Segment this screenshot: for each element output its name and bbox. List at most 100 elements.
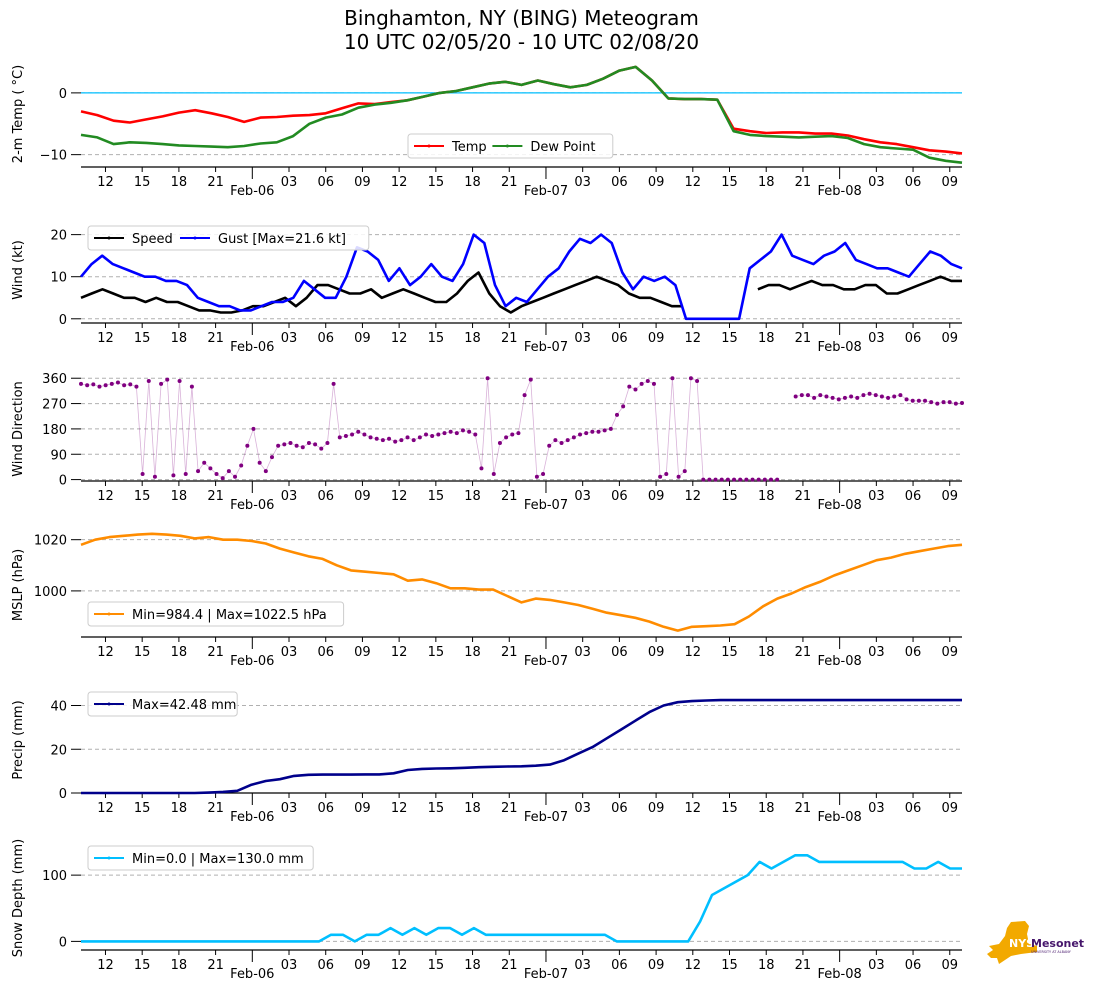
- data-point-direction: [214, 471, 219, 476]
- data-point-direction: [251, 426, 256, 431]
- data-point-direction: [202, 460, 207, 465]
- data-point-direction: [818, 393, 823, 398]
- x-tick-label-wind: 18: [464, 331, 481, 346]
- data-point-direction: [183, 471, 188, 476]
- data-point-direction: [146, 379, 151, 384]
- x-tick-label-temp: 12: [685, 175, 702, 190]
- x-tick-label-snow: Feb-08: [818, 967, 862, 982]
- legend-item: Dew Point: [492, 140, 595, 155]
- data-point-direction: [830, 395, 835, 400]
- data-point-direction: [79, 381, 83, 386]
- x-tick-label-precip: 12: [685, 801, 702, 816]
- data-point-direction: [750, 477, 755, 482]
- y-tick-label-direction: 180: [42, 423, 67, 438]
- x-tick-label-snow: 15: [428, 958, 445, 973]
- series-snow-min-0-0-max-130-0-mm: [81, 854, 962, 943]
- legend-marker: [427, 144, 431, 148]
- x-tick-label-mslp: Feb-08: [818, 654, 862, 669]
- x-tick-label-snow: 03: [574, 958, 591, 973]
- data-point-direction: [171, 473, 176, 478]
- x-tick-label-wind: 06: [317, 331, 334, 346]
- data-point-direction: [159, 381, 164, 386]
- y-tick-label-temp: 0: [59, 87, 67, 102]
- nys-mesonet-logo: NYS Mesonet UNIVERSITY AT ALBANY: [987, 921, 1084, 964]
- data-point-direction: [473, 432, 478, 437]
- x-tick-label-wind: 03: [868, 331, 885, 346]
- legend-box: [87, 225, 370, 251]
- data-point-direction: [313, 442, 318, 447]
- data-point-direction: [510, 432, 515, 437]
- data-point-direction: [824, 394, 829, 399]
- x-tick-label-direction: 06: [611, 489, 628, 504]
- data-point-direction: [233, 474, 238, 479]
- data-point-direction: [658, 474, 663, 479]
- data-point-direction: [239, 463, 244, 468]
- x-tick-label-wind: 15: [428, 331, 445, 346]
- data-point-direction: [528, 377, 533, 382]
- legend-wind: Speed Gust [Max=21.6 kt]: [87, 225, 370, 251]
- x-tick-label-precip: 21: [795, 801, 812, 816]
- x-tick-label-precip: 18: [464, 801, 481, 816]
- y-axis-label-snow: Snow Depth (mm): [11, 839, 26, 957]
- x-tick-label-precip: 15: [428, 801, 445, 816]
- x-tick-label-snow: 09: [648, 958, 665, 973]
- data-point-direction: [732, 477, 737, 482]
- data-point-direction: [448, 429, 453, 434]
- data-point-direction: [670, 376, 675, 381]
- x-tick-label-temp: 06: [611, 175, 628, 190]
- data-point-direction: [497, 440, 502, 445]
- legend-item: Min=984.4 | Max=1022.5 hPa: [94, 608, 327, 623]
- x-tick-label-snow: 18: [758, 958, 775, 973]
- data-point-direction: [343, 433, 348, 438]
- data-point-direction: [935, 401, 940, 406]
- data-point-direction: [799, 393, 804, 398]
- data-point-direction: [337, 435, 342, 440]
- x-tick-label-direction: 18: [758, 489, 775, 504]
- x-tick-label-temp: 12: [97, 175, 114, 190]
- data-point-direction: [775, 477, 780, 482]
- data-point-direction: [842, 395, 847, 400]
- legend-label: Speed: [132, 232, 173, 247]
- legend-item: Gust [Max=21.6 kt]: [180, 232, 346, 247]
- x-tick-label-snow: 09: [354, 958, 371, 973]
- data-point-direction: [651, 381, 656, 386]
- series-direction-wind-direction-line: [80, 377, 963, 480]
- data-point-direction: [380, 438, 385, 443]
- data-point-direction: [479, 466, 484, 471]
- data-point-direction: [362, 432, 367, 437]
- data-point-direction: [300, 445, 305, 450]
- data-point-direction: [368, 435, 373, 440]
- data-point-direction: [294, 443, 299, 448]
- y-axis-label-wind: Wind (kt): [11, 240, 26, 300]
- legend-marker: [107, 236, 111, 240]
- data-point-direction: [602, 428, 607, 433]
- y-tick-label-snow: 0: [59, 935, 67, 950]
- x-tick-label-mslp: Feb-07: [524, 654, 568, 669]
- data-point-direction: [263, 469, 268, 474]
- x-tick-label-mslp: 18: [171, 645, 188, 660]
- data-point-direction: [454, 431, 459, 436]
- x-tick-label-direction: 12: [685, 489, 702, 504]
- x-tick-label-mslp: 12: [391, 645, 408, 660]
- data-point-direction: [393, 439, 398, 444]
- x-tick-label-wind: 03: [574, 331, 591, 346]
- x-tick-label-wind: Feb-06: [230, 340, 274, 355]
- x-tick-label-snow: 09: [941, 958, 958, 973]
- data-point-direction: [701, 477, 706, 482]
- legend-temp: Temp Dew Point: [407, 133, 614, 159]
- x-tick-label-snow: 21: [795, 958, 812, 973]
- data-point-direction: [892, 394, 897, 399]
- legend-marker: [505, 144, 509, 148]
- data-point-direction: [122, 383, 127, 388]
- x-tick-label-mslp: 18: [464, 645, 481, 660]
- x-tick-label-mslp: 09: [648, 645, 665, 660]
- x-tick-label-direction: 03: [574, 489, 591, 504]
- x-tick-label-mslp: 09: [354, 645, 371, 660]
- panel-snow: 0 100 Snow Depth (mm) 12 15 18 21 Feb-06 03 06 09 1…: [11, 839, 962, 982]
- x-tick-label-precip: 03: [281, 801, 298, 816]
- data-point-direction: [571, 435, 576, 440]
- data-point-direction: [257, 460, 262, 465]
- x-tick-label-direction: Feb-08: [818, 498, 862, 513]
- data-point-direction: [319, 446, 324, 451]
- x-tick-label-precip: 21: [207, 801, 224, 816]
